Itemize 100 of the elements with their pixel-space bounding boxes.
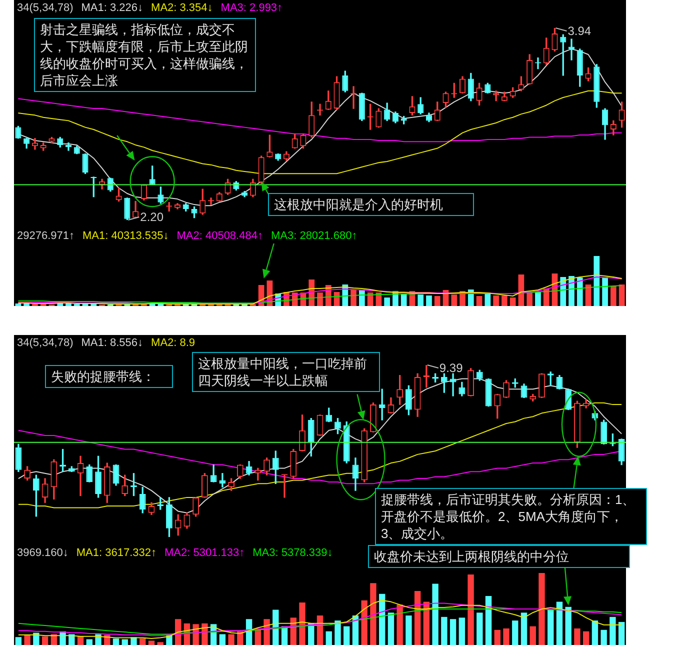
annotation: 3.94 — [568, 24, 592, 38]
bar — [502, 296, 508, 306]
bar — [576, 278, 583, 306]
bar — [384, 298, 390, 306]
bar — [592, 620, 598, 645]
bar — [618, 622, 625, 645]
bar — [512, 620, 518, 645]
bar — [423, 602, 430, 645]
text: MA1: 3.226↓ — [81, 2, 144, 14]
bar — [530, 626, 536, 645]
candlestick — [219, 473, 226, 488]
bar — [237, 631, 244, 645]
bar — [458, 618, 466, 645]
bar — [24, 634, 30, 645]
bar — [432, 584, 438, 645]
bar — [388, 612, 394, 645]
bar — [556, 602, 563, 645]
text: MA2: 3.354↓ — [151, 2, 213, 14]
annotation: 射击之星骗线，指标低位，成交不大，下跌幅度有限，后市上攻至此阴线的收盘价时可买入，这样做骗线，后市应会上涨 — [34, 18, 256, 92]
bar — [618, 284, 625, 306]
bar — [68, 634, 75, 645]
bar — [95, 634, 102, 645]
bar — [15, 637, 22, 645]
text: MA1: 40313.535↓ — [82, 230, 169, 242]
bar — [503, 628, 510, 645]
bar — [42, 636, 48, 645]
bar — [582, 631, 590, 645]
text: MA3: 28021.680↑ — [270, 230, 358, 242]
bar — [418, 294, 424, 306]
bar — [535, 292, 541, 306]
bar — [548, 610, 554, 645]
bar — [317, 292, 323, 306]
bar — [476, 612, 483, 645]
bar — [426, 296, 432, 306]
bar — [450, 619, 456, 645]
bar — [485, 596, 492, 645]
bar — [33, 632, 40, 645]
bar — [476, 296, 482, 306]
bar — [246, 619, 252, 645]
bar — [396, 604, 403, 645]
bar — [610, 616, 616, 645]
bar — [157, 642, 164, 645]
bar — [594, 256, 600, 306]
chart-title: 3969.160↓ — [17, 547, 68, 559]
bar — [344, 626, 350, 645]
candlestick — [493, 90, 500, 102]
text: MA1: 8.556↓ — [81, 337, 144, 349]
bar — [451, 294, 458, 306]
bar — [400, 294, 407, 306]
bar — [50, 634, 58, 645]
bar — [350, 290, 356, 306]
bar — [602, 277, 608, 306]
annotation: 9.39 — [439, 361, 463, 375]
text: MA3: 5378.339↓ — [252, 547, 333, 559]
bar — [326, 631, 332, 645]
bar — [112, 638, 120, 645]
bar — [361, 600, 368, 645]
bar — [434, 296, 440, 306]
annotation: 2.20 — [140, 210, 164, 224]
chart-title: 34(5,34,78) — [17, 2, 74, 14]
bar — [378, 594, 386, 645]
bar — [77, 636, 84, 645]
text: MA2: 5301.133↑ — [164, 547, 245, 559]
bar — [494, 630, 500, 645]
bar — [202, 623, 208, 645]
text: MA1: 3617.332↑ — [76, 547, 157, 559]
bar — [414, 591, 421, 645]
bar — [526, 292, 533, 306]
bar — [299, 602, 306, 645]
bar — [568, 276, 574, 306]
bar — [219, 634, 226, 645]
annotation: 失败的捉腰带线： — [45, 365, 173, 388]
annotation: 这根放量中阳线，一口吃掉前四天阴线一半以上跌幅 — [192, 352, 380, 392]
bar — [510, 298, 516, 306]
bar — [610, 286, 616, 306]
annotation: 捉腰带线，后市证明其失败。分析原因：1、开盘价不是最低价。2、5MA大角度向下，3、成交小。 — [375, 488, 647, 545]
bar — [493, 296, 499, 306]
bar — [272, 610, 279, 645]
bar — [441, 616, 448, 645]
text: MA3: 2.993↑ — [220, 2, 283, 14]
chart-title: 34(5,34,78) — [17, 337, 74, 349]
bar — [86, 639, 92, 645]
bar — [574, 628, 580, 645]
bar — [370, 583, 376, 645]
bar — [468, 574, 474, 645]
bar — [352, 615, 359, 645]
bar — [600, 630, 607, 645]
bar — [406, 615, 412, 645]
chart-title: 29276.971↑ — [17, 230, 74, 242]
bar — [538, 573, 545, 645]
bar — [148, 640, 155, 645]
text: 收盘价未达到上两根阴线的中分位 — [368, 545, 630, 568]
annotation: 这根放中阳就是介入的好时机 — [268, 193, 474, 216]
bar — [228, 634, 234, 645]
text: MA2: 8.9 — [151, 337, 196, 349]
bar — [520, 612, 528, 645]
text: MA2: 40508.484↑ — [176, 230, 263, 242]
bar — [122, 639, 128, 645]
bar — [140, 638, 146, 645]
bar — [334, 620, 341, 645]
